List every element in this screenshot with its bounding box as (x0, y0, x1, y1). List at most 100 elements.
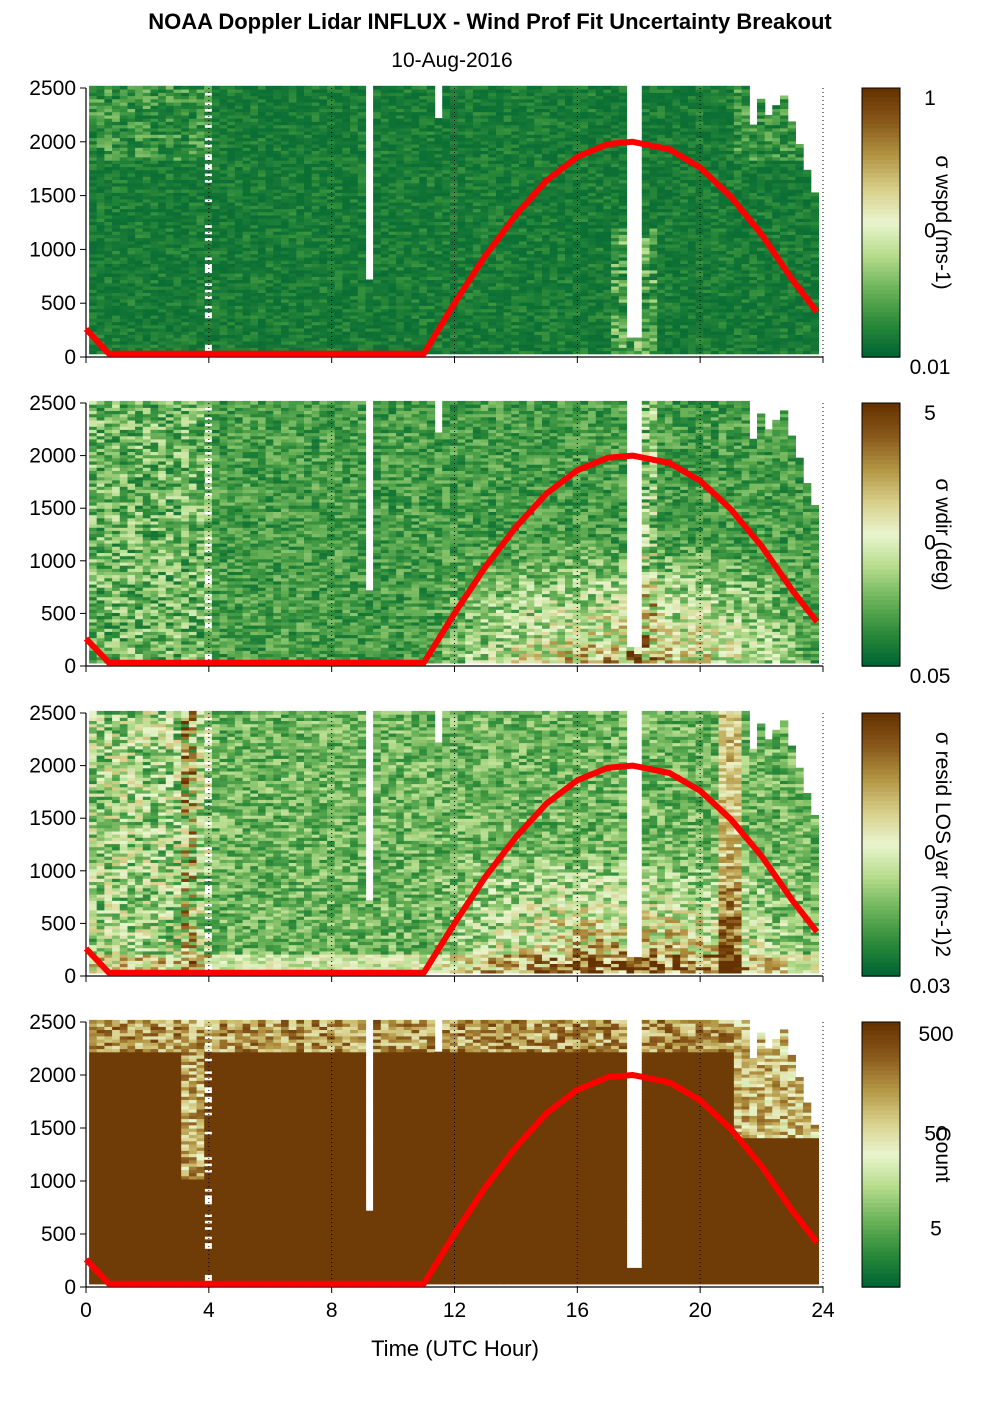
heatmap-cell (488, 192, 496, 196)
heatmap-cell (258, 121, 266, 125)
heatmap-cell (97, 134, 105, 138)
heatmap-cell (258, 318, 266, 322)
heatmap-cell (189, 341, 197, 345)
heatmap-cell (220, 170, 228, 174)
heatmap-cell (358, 180, 366, 184)
heatmap-cell (542, 86, 550, 90)
heatmap-cell (120, 134, 128, 138)
heatmap-cell (534, 296, 542, 300)
heatmap-cell (519, 215, 527, 219)
heatmap-cell (312, 296, 320, 300)
heatmap-cell (419, 89, 427, 93)
heatmap-cell (358, 251, 366, 255)
heatmap-cell (89, 283, 97, 287)
heatmap-cell (158, 318, 166, 322)
heatmap-cell (97, 144, 105, 148)
heatmap-cell (304, 305, 312, 309)
heatmap-cell (511, 318, 519, 322)
heatmap-cell (166, 305, 174, 309)
heatmap-cell (358, 157, 366, 161)
figure-subtitle: 10-Aug-2016 (391, 49, 512, 72)
heatmap-cell (128, 215, 136, 219)
heatmap-cell (427, 121, 435, 125)
heatmap-cell (166, 89, 174, 93)
heatmap-cell (435, 283, 443, 287)
heatmap-cell (511, 251, 519, 255)
heatmap-cell (342, 260, 350, 264)
heatmap-cell (250, 296, 258, 300)
heatmap-cell (442, 331, 450, 335)
heatmap-cell (381, 283, 389, 287)
heatmap-cell (488, 273, 496, 277)
heatmap-cell (143, 170, 151, 174)
heatmap-cell (166, 225, 174, 229)
heatmap-cell (151, 260, 159, 264)
heatmap-cell (550, 273, 558, 277)
heatmap-cell (174, 331, 182, 335)
heatmap-cell (258, 86, 266, 90)
heatmap-cell (250, 89, 258, 93)
heatmap-cell (212, 341, 220, 345)
heatmap-cell (527, 251, 535, 255)
heatmap-cell (204, 147, 212, 151)
heatmap-cell (358, 318, 366, 322)
heatmap-cell (135, 296, 143, 300)
heatmap-cell (335, 157, 343, 161)
heatmap-cell (496, 296, 504, 300)
heatmap-cell (350, 305, 358, 309)
heatmap-cell (189, 170, 197, 174)
heatmap-cell (427, 202, 435, 206)
heatmap-cell (404, 157, 412, 161)
heatmap-cell (151, 121, 159, 125)
heatmap-cell (481, 192, 489, 196)
heatmap-cell (335, 89, 343, 93)
heatmap-cell (97, 99, 105, 103)
heatmap-cell (442, 170, 450, 174)
heatmap-cell (151, 251, 159, 255)
heatmap-cell (481, 86, 489, 90)
heatmap-cell (304, 283, 312, 287)
heatmap-cell (458, 225, 466, 229)
heatmap-cell (557, 296, 565, 300)
heatmap-cell (342, 121, 350, 125)
heatmap-cell (465, 251, 473, 255)
heatmap-cell (488, 112, 496, 116)
heatmap-cell (266, 121, 274, 125)
heatmap-cell (296, 170, 304, 174)
heatmap-cell (120, 238, 128, 242)
heatmap-cell (419, 134, 427, 138)
heatmap-cell (504, 202, 512, 206)
heatmap-cell (511, 89, 519, 93)
heatmap-cell (258, 180, 266, 184)
heatmap-cell (465, 202, 473, 206)
heatmap-cell (389, 305, 397, 309)
heatmap-cell (281, 260, 289, 264)
heatmap-cell (258, 170, 266, 174)
heatmap-cell (473, 331, 481, 335)
heatmap-cell (504, 121, 512, 125)
heatmap-cell (189, 215, 197, 219)
heatmap-cell (281, 112, 289, 116)
heatmap-cell (97, 157, 105, 161)
heatmap-cell (527, 180, 535, 184)
heatmap-cell (135, 89, 143, 93)
heatmap-cell (289, 86, 297, 90)
heatmap-cell (396, 112, 404, 116)
heatmap-cell (373, 121, 381, 125)
heatmap-cell (143, 215, 151, 219)
heatmap-cell (373, 273, 381, 277)
heatmap-cell (304, 157, 312, 161)
heatmap-cell (174, 260, 182, 264)
heatmap-cell (197, 202, 205, 206)
heatmap-cell (481, 180, 489, 184)
heatmap-cell (427, 225, 435, 229)
heatmap-cell (427, 251, 435, 255)
heatmap-cell (488, 86, 496, 90)
heatmap-cell (319, 273, 327, 277)
heatmap-cell (120, 341, 128, 345)
heatmap-cell (396, 318, 404, 322)
heatmap-cell (519, 273, 527, 277)
heatmap-cell (89, 215, 97, 219)
heatmap-cell (511, 170, 519, 174)
heatmap-cell (319, 112, 327, 116)
